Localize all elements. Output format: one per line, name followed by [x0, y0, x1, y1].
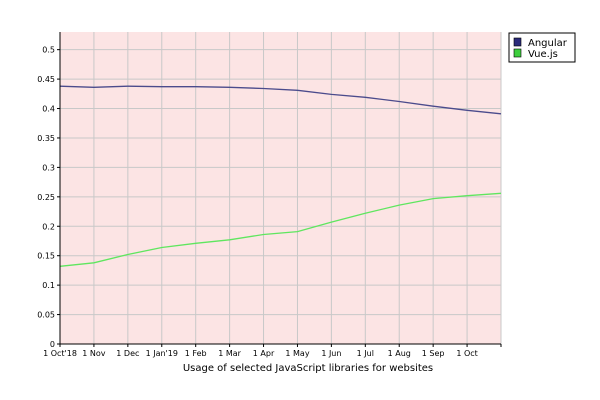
x-tick-label: 1 Oct: [456, 349, 477, 358]
y-tick-label: 0.35: [37, 134, 55, 143]
x-tick-label: 1 Sep: [422, 349, 445, 358]
vertical-gridlines: [93, 32, 502, 344]
x-tick-label: 1 May: [285, 349, 309, 358]
x-tick-label: 1 Mar: [218, 349, 241, 358]
y-axis-ticks: 0 0.05 0.1 0.15 0.2 0.25 0.3 0.35 0.4 0.45 0.5: [37, 46, 60, 349]
y-tick-label: 0.1: [42, 281, 55, 290]
horizontal-gridlines: [60, 49, 501, 316]
x-tick-label: 1 Aug: [388, 349, 411, 358]
y-tick-label: 0.4: [42, 105, 55, 114]
plot-background: [60, 32, 501, 344]
series-lines: [59, 85, 502, 267]
x-tick-label: 1 Oct'18: [43, 349, 77, 358]
x-tick-label: 1 Jun: [321, 349, 341, 358]
x-tick-label: 1 Apr: [253, 349, 275, 358]
y-tick-label: 0.2: [42, 222, 55, 231]
x-tick-label: 1 Jan'19: [146, 349, 178, 358]
x-axis-ticks: 1 Oct'18 1 Nov 1 Dec 1 Jan'19 1 Feb 1 Mar 1 Ap…: [43, 344, 502, 358]
y-tick-label: 0.25: [37, 193, 55, 202]
x-tick-label: 1 Nov: [82, 349, 106, 358]
y-tick-label: 0.15: [37, 252, 55, 261]
legend-swatch-vuejs: [513, 48, 522, 58]
legend-label-vuejs: Vue.js: [528, 49, 558, 60]
y-tick-label: 0.3: [42, 163, 55, 172]
series-line-vue-js: [59, 192, 502, 267]
y-tick-label: 0.45: [37, 75, 55, 84]
y-tick-label: 0.5: [42, 46, 55, 55]
y-tick-label: 0: [50, 340, 55, 349]
y-tick-label: 0.05: [37, 311, 55, 320]
x-tick-label: 1 Jul: [357, 349, 374, 358]
legend: Angular Vue.js: [508, 32, 576, 63]
series-line-angular: [59, 85, 502, 115]
legend-swatch-angular: [513, 37, 522, 47]
legend-label-angular: Angular: [528, 38, 568, 49]
x-tick-label: 1 Dec: [116, 349, 139, 358]
x-tick-label: 1 Feb: [185, 349, 207, 358]
x-axis-caption: Usage of selected JavaScript libraries f…: [183, 363, 433, 374]
